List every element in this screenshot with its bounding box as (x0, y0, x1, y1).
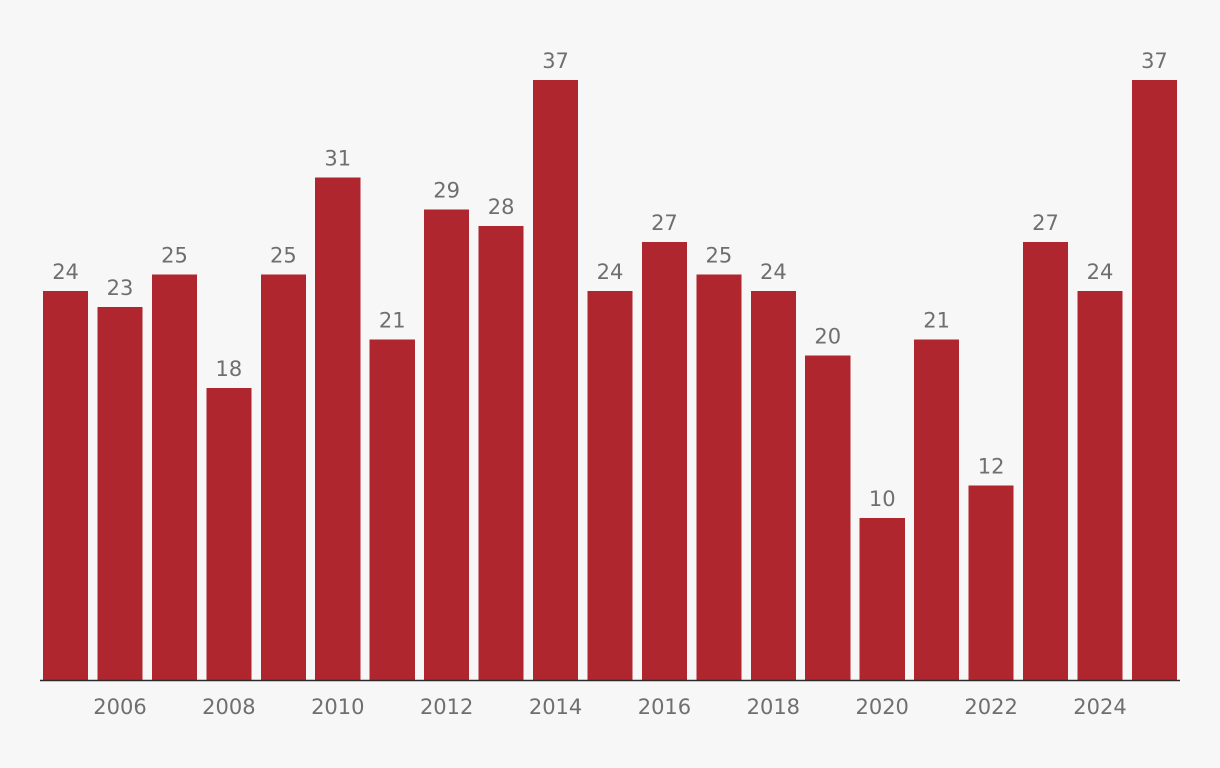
value-label-2021: 21 (923, 308, 950, 332)
bar-2011 (369, 339, 415, 680)
bar-2006 (97, 307, 143, 680)
bar-2013 (478, 225, 524, 680)
x-tick-label-2022: 2022 (964, 695, 1017, 719)
bar-2016 (641, 242, 688, 680)
x-tick-label-2024: 2024 (1073, 695, 1126, 719)
x-tick-label-2008: 2008 (202, 695, 255, 719)
value-label-2016: 27 (651, 211, 678, 235)
value-label-2017: 25 (706, 244, 733, 268)
x-tick-label-2018: 2018 (747, 695, 800, 719)
value-label-2023: 27 (1032, 211, 1059, 235)
bar-2022 (968, 485, 1014, 680)
bar-2021 (914, 339, 960, 680)
value-label-2013: 28 (488, 195, 515, 219)
value-label-2009: 25 (270, 244, 297, 268)
value-label-2014: 37 (542, 49, 569, 73)
x-tick-label-2012: 2012 (420, 695, 473, 719)
bar-2010 (315, 177, 361, 681)
bar-2025 (1131, 80, 1177, 680)
bar-2018 (750, 290, 796, 680)
x-tick-label-2020: 2020 (855, 695, 908, 719)
bar-2015 (587, 290, 633, 680)
value-label-2011: 21 (379, 308, 406, 332)
value-label-2007: 25 (161, 244, 188, 268)
bar-2005 (43, 290, 89, 680)
value-label-2020: 10 (869, 487, 896, 511)
value-label-2018: 24 (760, 260, 787, 284)
value-label-2008: 18 (216, 357, 243, 381)
bar-2023 (1022, 242, 1069, 680)
bar-2020 (859, 517, 905, 680)
x-tick-label-2006: 2006 (93, 695, 146, 719)
x-tick-label-2010: 2010 (311, 695, 364, 719)
value-label-2012: 29 (433, 179, 460, 203)
bar-2008 (206, 388, 252, 680)
bar-2019 (805, 355, 851, 680)
value-label-2015: 24 (597, 260, 624, 284)
bar-2012 (424, 209, 470, 681)
value-label-2006: 23 (107, 276, 134, 300)
value-label-2022: 12 (978, 454, 1005, 478)
x-tick-labels-layer: 2006 2008 2010 2012 2014 2016 2018 2020 2022 2024 (93, 695, 1126, 719)
bars-layer (43, 80, 1177, 681)
bar-2007 (151, 274, 198, 680)
value-label-2010: 31 (324, 146, 351, 170)
bar-2024 (1077, 290, 1123, 680)
bar-2014 (532, 80, 579, 680)
value-label-2024: 24 (1087, 260, 1114, 284)
value-label-2019: 20 (814, 325, 841, 349)
x-tick-label-2016: 2016 (638, 695, 691, 719)
bar-2017 (696, 274, 742, 680)
value-label-2025: 37 (1141, 49, 1168, 73)
bar-2009 (260, 274, 306, 680)
value-labels-layer: 24 23 25 18 25 31 21 29 28 37 24 27 25 24 20 10 21 12 27 24… (52, 49, 1168, 511)
x-tick-label-2014: 2014 (529, 695, 582, 719)
value-label-2005: 24 (52, 260, 79, 284)
